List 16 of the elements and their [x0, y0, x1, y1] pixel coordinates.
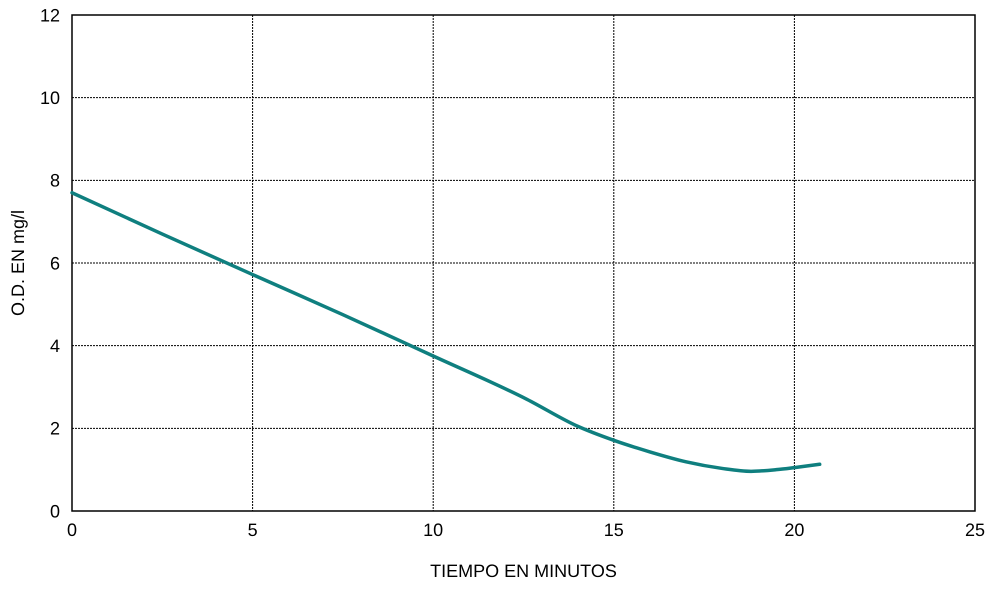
x-tick-label: 20	[784, 520, 804, 540]
x-tick-label: 15	[604, 520, 624, 540]
y-tick-label: 10	[40, 88, 60, 108]
x-tick-label: 5	[248, 520, 258, 540]
y-tick-label: 4	[50, 336, 60, 356]
x-tick-label: 0	[66, 520, 78, 540]
y-tick-label: 6	[50, 253, 60, 274]
x-tick-label: 10	[423, 520, 444, 540]
y-tick-label: 2	[50, 418, 60, 439]
y-tick-label: 12	[40, 5, 60, 26]
y-tick-label: 0	[50, 501, 60, 522]
y-axis-title: O.D. EN mg/l	[8, 210, 28, 316]
x-tick-label: 25	[964, 520, 986, 540]
line-series	[70, 190, 822, 474]
y-tick-label: 8	[50, 170, 60, 191]
x-axis-title: TIEMPO EN MINUTOS	[430, 561, 617, 581]
